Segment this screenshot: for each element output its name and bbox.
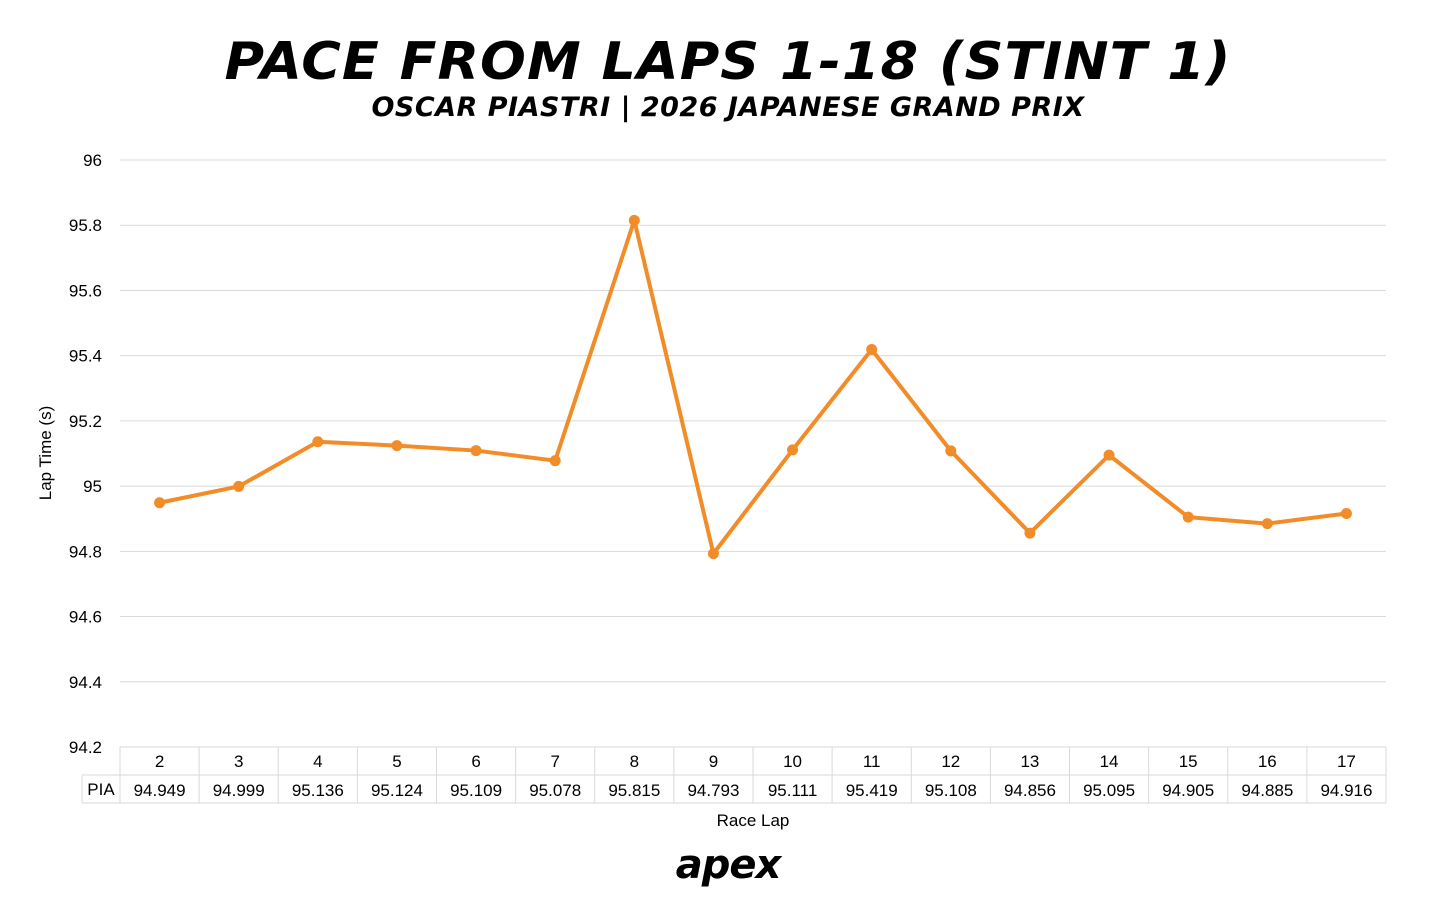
data-point bbox=[628, 214, 640, 226]
y-tick-label: 95.8 bbox=[69, 216, 102, 235]
data-table-value: 94.949 bbox=[134, 781, 186, 800]
y-tick-label: 94.4 bbox=[69, 673, 102, 692]
x-tick-label: 15 bbox=[1179, 752, 1198, 771]
series-line bbox=[159, 218, 1347, 556]
y-tick-label: 94.2 bbox=[69, 738, 102, 757]
data-table-value: 94.856 bbox=[1004, 781, 1056, 800]
x-tick-label: 7 bbox=[550, 752, 559, 771]
x-tick-label: 14 bbox=[1100, 752, 1119, 771]
x-tick-label: 6 bbox=[471, 752, 480, 771]
y-tick-label: 96 bbox=[83, 151, 102, 170]
data-point bbox=[866, 343, 878, 355]
data-point bbox=[154, 497, 166, 509]
y-tick-label: 94.8 bbox=[69, 542, 102, 561]
x-tick-label: 2 bbox=[155, 752, 164, 771]
x-tick-label: 16 bbox=[1258, 752, 1277, 771]
data-table-value: 94.885 bbox=[1241, 781, 1293, 800]
x-tick-label: 17 bbox=[1337, 752, 1356, 771]
data-table-value: 95.095 bbox=[1083, 781, 1135, 800]
data-table-value: 94.793 bbox=[687, 781, 739, 800]
y-tick-label: 94.6 bbox=[69, 608, 102, 627]
chart-subtitle: OSCAR PIASTRI | 2026 JAPANESE GRAND PRIX bbox=[371, 92, 1085, 123]
data-point bbox=[549, 455, 561, 467]
data-point bbox=[1103, 449, 1115, 461]
data-table-value: 95.124 bbox=[371, 781, 423, 800]
x-axis-label: Race Lap bbox=[716, 811, 790, 830]
x-tick-label: 12 bbox=[941, 752, 960, 771]
data-table-value: 95.078 bbox=[529, 781, 581, 800]
y-tick-label: 95.4 bbox=[69, 347, 102, 366]
data-table-value: 94.999 bbox=[213, 781, 265, 800]
data-point bbox=[1024, 527, 1036, 539]
data-point bbox=[1261, 518, 1273, 530]
data-point bbox=[787, 444, 799, 456]
data-table-value: 95.136 bbox=[292, 781, 344, 800]
x-tick-label: 13 bbox=[1020, 752, 1039, 771]
data-table-value: 95.815 bbox=[608, 781, 660, 800]
data-table-value: 95.419 bbox=[846, 781, 898, 800]
data-table-value: 94.916 bbox=[1320, 781, 1372, 800]
data-point bbox=[233, 480, 245, 492]
data-point bbox=[391, 440, 403, 452]
data-point bbox=[312, 436, 324, 448]
x-tick-label: 9 bbox=[709, 752, 718, 771]
data-point bbox=[1340, 508, 1352, 520]
data-point bbox=[707, 548, 719, 560]
x-tick-label: 10 bbox=[783, 752, 802, 771]
x-tick-label: 3 bbox=[234, 752, 243, 771]
data-point bbox=[945, 445, 957, 457]
chart-title: PACE FROM LAPS 1-18 (STINT 1) bbox=[224, 31, 1232, 92]
series-name-label: PIA bbox=[87, 780, 115, 799]
y-tick-label: 95.6 bbox=[69, 281, 102, 300]
x-tick-label: 4 bbox=[313, 752, 322, 771]
data-table-value: 95.108 bbox=[925, 781, 977, 800]
data-point bbox=[1182, 511, 1194, 523]
y-tick-label: 95 bbox=[83, 477, 102, 496]
apex-logo: apex bbox=[675, 842, 782, 888]
x-tick-label: 8 bbox=[630, 752, 639, 771]
y-tick-label: 95.2 bbox=[69, 412, 102, 431]
data-table-value: 95.109 bbox=[450, 781, 502, 800]
data-table-value: 95.111 bbox=[768, 781, 817, 800]
data-table-value: 94.905 bbox=[1162, 781, 1214, 800]
data-point bbox=[470, 445, 482, 457]
x-tick-label: 11 bbox=[863, 752, 881, 771]
x-tick-label: 5 bbox=[392, 752, 401, 771]
